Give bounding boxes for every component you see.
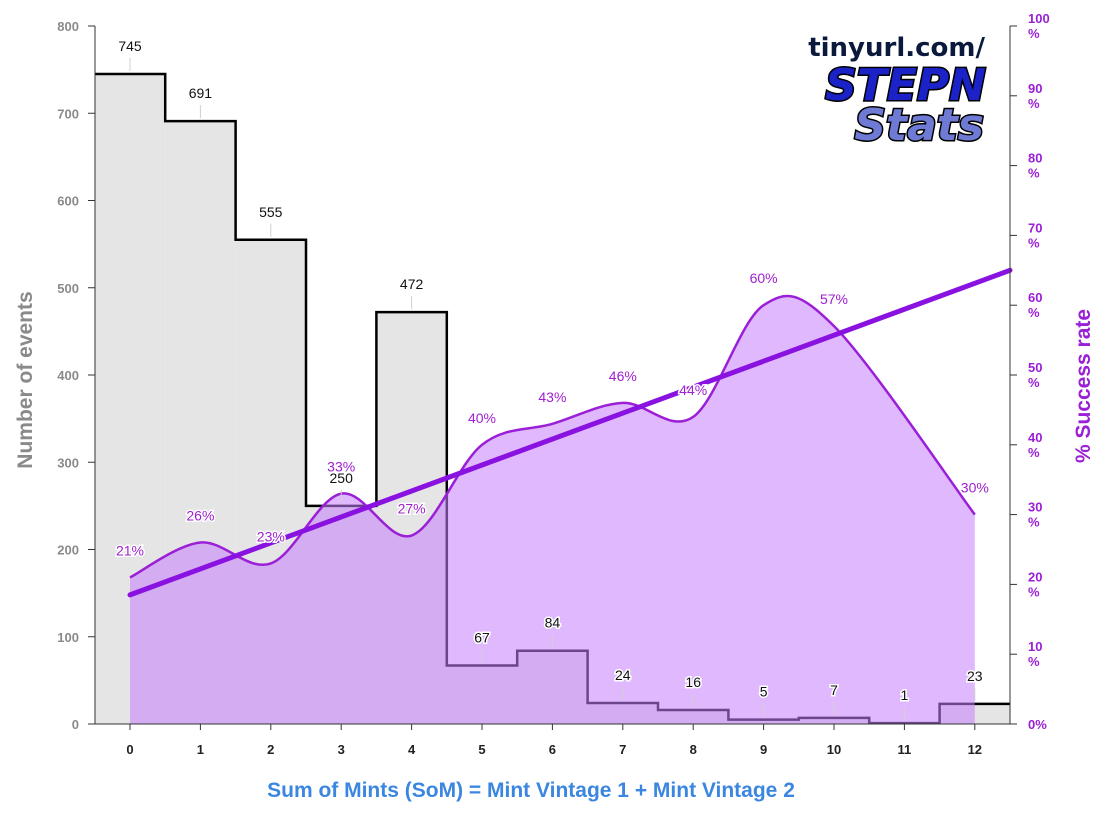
x-tick-label-9: 9 [760, 742, 767, 757]
logo-url: tinyurl.com/ [808, 33, 985, 63]
rate-label-10: 57% [820, 291, 848, 307]
count-label-1: 691 [189, 85, 213, 101]
count-label-2: 555 [259, 204, 283, 220]
y2-tick-label-2: 20 [1028, 569, 1042, 584]
y-tick-label-800: 800 [57, 19, 79, 34]
rate-label-2: 23% [257, 528, 285, 544]
x-axis-title: Sum of Mints (SoM) = Mint Vintage 1 + Mi… [267, 779, 795, 802]
count-label-0: 745 [118, 38, 142, 54]
count-label-12: 23 [967, 668, 983, 684]
y-axis-title-left: Number of events [14, 291, 37, 468]
x-tick-label-11: 11 [898, 742, 912, 757]
count-label-9: 5 [760, 684, 768, 700]
y2-tick-unit-7: % [1028, 235, 1040, 250]
y-axis-title-right: % Success rate [1072, 309, 1095, 463]
y2-tick-unit-4: % [1028, 445, 1040, 460]
success-rate-area [129, 294, 976, 724]
x-tick-label-8: 8 [690, 742, 697, 757]
rate-label-6: 43% [538, 389, 566, 405]
y2-tick-unit-5: % [1028, 375, 1040, 390]
rate-label-4: 27% [398, 501, 426, 517]
y2-tick-unit-8: % [1028, 166, 1040, 181]
y2-tick-label-8: 80 [1028, 151, 1042, 166]
y2-tick-label-9: 90 [1028, 81, 1042, 96]
count-label-11: 1 [901, 687, 909, 703]
success-rate-line [129, 294, 976, 579]
count-label-7: 24 [615, 667, 631, 683]
stepn-stats-logo: tinyurl.com/ STEPN Stats [808, 33, 987, 153]
y2-tick-label-1: 10 [1028, 639, 1042, 654]
y-tick-label-500: 500 [57, 281, 79, 296]
x-tick-label-7: 7 [619, 742, 626, 757]
logo-stats: Stats [854, 100, 984, 151]
y2-tick-label-4: 40 [1028, 430, 1042, 445]
y2-tick-label-7: 70 [1028, 220, 1042, 235]
y2-tick-unit-10: % [1028, 26, 1040, 41]
success-rate-area-fill [130, 295, 975, 724]
rate-label-3: 33% [327, 459, 355, 475]
rate-label-9: 60% [750, 270, 778, 286]
y2-tick-label-5: 50 [1028, 360, 1042, 375]
y2-tick-unit-6: % [1028, 305, 1040, 320]
x-tick-label-6: 6 [549, 742, 556, 757]
y-tick-label-300: 300 [57, 455, 79, 470]
logo-stepn: STEPN [825, 60, 986, 111]
x-tick-label-3: 3 [338, 742, 345, 757]
y-tick-label-200: 200 [57, 543, 79, 558]
rate-label-5: 40% [468, 410, 496, 426]
x-tick-label-5: 5 [478, 742, 485, 757]
y-tick-label-700: 700 [57, 106, 79, 121]
rate-label-1: 26% [186, 508, 214, 524]
x-tick-label-1: 1 [197, 742, 204, 757]
chart-axes: 01002003004005006007008000%10%20%30%40%5… [57, 11, 1049, 757]
count-label-6: 84 [545, 615, 561, 631]
rate-label-8: 44% [679, 382, 707, 398]
y2-tick-unit-2: % [1028, 584, 1040, 599]
rate-label-7: 46% [609, 368, 637, 384]
trend-line [127, 267, 1013, 598]
y2-tick-label-0: 0% [1028, 717, 1047, 732]
y2-tick-label-3: 30 [1028, 500, 1042, 515]
count-label-10: 7 [830, 682, 838, 698]
y-tick-label-0: 0 [72, 717, 79, 732]
rate-label-0: 21% [116, 542, 144, 558]
y2-tick-unit-9: % [1028, 96, 1040, 111]
y-tick-label-400: 400 [57, 368, 79, 383]
rate-label-12: 30% [961, 480, 989, 496]
y2-tick-unit-3: % [1028, 515, 1040, 530]
count-label-5: 67 [474, 630, 490, 646]
y-tick-label-600: 600 [57, 194, 79, 209]
x-tick-label-2: 2 [267, 742, 274, 757]
count-label-4: 472 [400, 276, 424, 292]
data-labels: 745 691 555 250 472 67 84 24 16 5 7 1 23 21% 26% 23% 33%… [114, 36, 990, 721]
count-label-8: 16 [685, 674, 701, 690]
x-tick-label-4: 4 [408, 742, 416, 757]
success-rate-trendline [127, 267, 1013, 598]
y2-tick-label-10: 100 [1028, 11, 1050, 26]
y2-tick-unit-1: % [1028, 654, 1040, 669]
x-tick-label-10: 10 [827, 742, 841, 757]
x-tick-label-0: 0 [126, 742, 133, 757]
y-tick-label-100: 100 [57, 630, 79, 645]
y2-tick-label-6: 60 [1028, 290, 1042, 305]
x-tick-label-12: 12 [968, 742, 982, 757]
count-label-3: 250 [330, 470, 354, 486]
